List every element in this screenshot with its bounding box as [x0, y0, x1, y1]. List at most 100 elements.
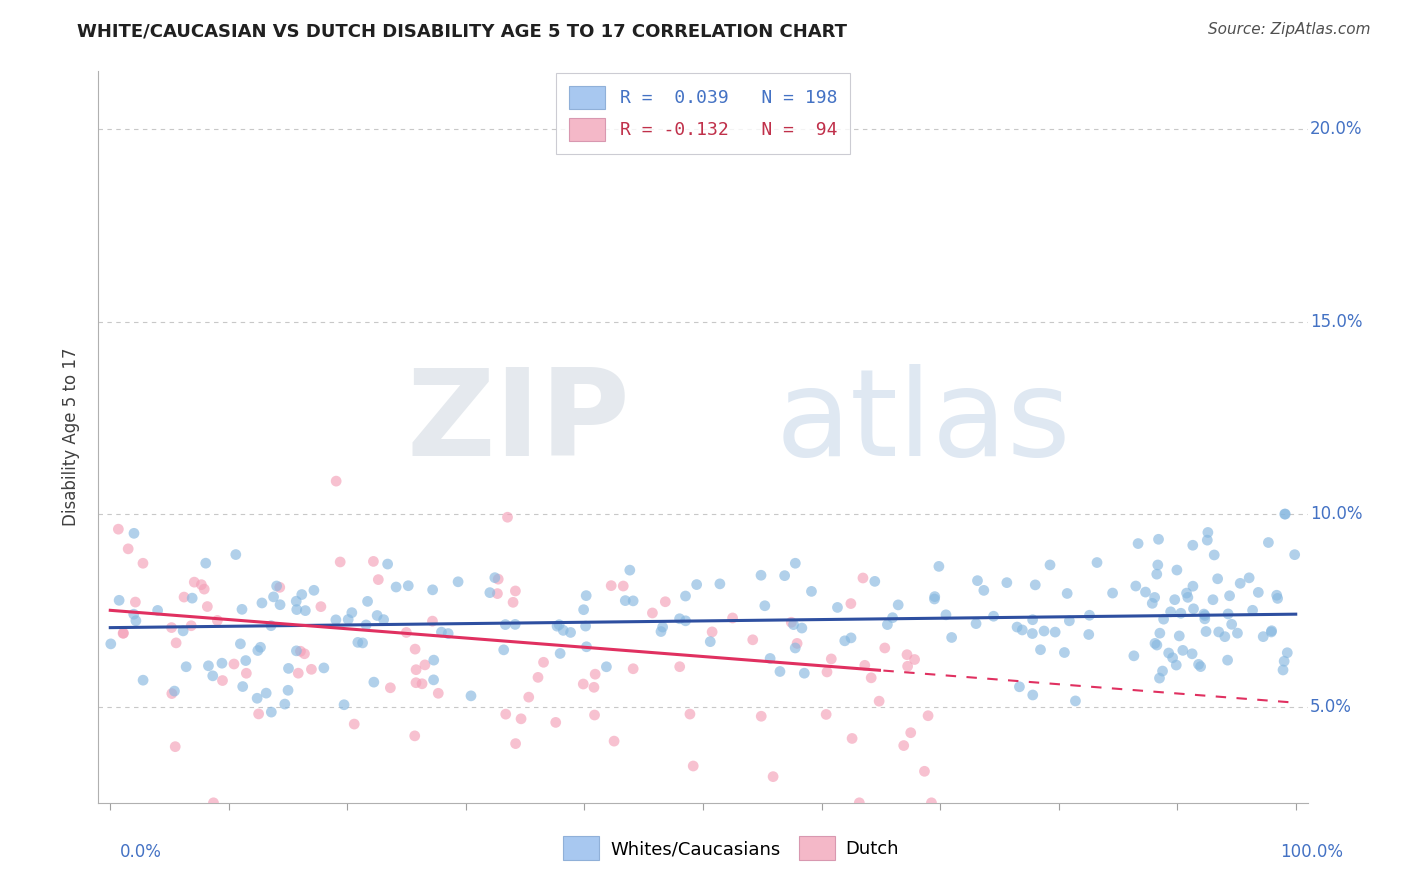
Point — [924, 591, 946, 606]
Point — [621, 594, 644, 608]
Point — [572, 603, 595, 617]
Point — [174, 659, 197, 673]
Point — [546, 619, 568, 633]
Point — [839, 631, 862, 645]
Point — [853, 658, 876, 673]
Point — [460, 689, 482, 703]
Point — [917, 708, 939, 723]
Point — [1226, 626, 1249, 640]
Point — [269, 598, 291, 612]
Point — [1101, 586, 1123, 600]
Point — [1143, 591, 1166, 605]
Point — [1229, 576, 1251, 591]
Point — [325, 613, 347, 627]
Point — [1272, 663, 1295, 677]
Point — [124, 595, 146, 609]
Point — [920, 796, 942, 810]
Text: ZIP: ZIP — [406, 364, 630, 481]
Point — [505, 737, 527, 751]
Point — [1085, 556, 1108, 570]
Point — [1181, 538, 1204, 552]
Point — [1164, 592, 1187, 607]
Point — [263, 590, 285, 604]
Point — [1160, 605, 1182, 619]
Point — [132, 556, 155, 570]
Point — [1064, 694, 1087, 708]
Point — [1122, 648, 1144, 663]
Point — [614, 593, 637, 607]
Point — [146, 603, 169, 617]
Point — [1024, 578, 1046, 592]
Point — [517, 690, 540, 705]
Point — [356, 594, 378, 608]
Point — [1247, 585, 1270, 599]
Point — [193, 582, 215, 596]
Point — [560, 625, 582, 640]
Point — [1265, 588, 1288, 602]
Point — [202, 796, 225, 810]
Point — [260, 618, 283, 632]
Point — [1177, 591, 1199, 605]
Point — [1216, 607, 1239, 621]
Text: 20.0%: 20.0% — [1310, 120, 1362, 138]
Point — [896, 648, 918, 662]
Point — [668, 612, 690, 626]
Point — [1149, 626, 1171, 640]
Text: 10.0%: 10.0% — [1310, 505, 1362, 523]
Point — [893, 739, 915, 753]
Point — [377, 557, 399, 571]
Point — [249, 640, 271, 655]
Text: Source: ZipAtlas.com: Source: ZipAtlas.com — [1208, 22, 1371, 37]
Point — [231, 602, 253, 616]
Point — [1208, 624, 1230, 639]
Text: 100.0%: 100.0% — [1279, 843, 1343, 861]
Point — [1043, 625, 1066, 640]
Point — [274, 697, 297, 711]
Point — [325, 474, 347, 488]
Point — [250, 596, 273, 610]
Point — [422, 614, 444, 628]
Point — [222, 657, 245, 671]
Point — [782, 617, 804, 632]
Point — [380, 681, 402, 695]
Point — [294, 604, 316, 618]
Text: 15.0%: 15.0% — [1310, 312, 1362, 331]
Point — [700, 624, 723, 639]
Point — [367, 573, 389, 587]
Point — [675, 589, 697, 603]
Point — [160, 621, 183, 635]
Point — [544, 715, 567, 730]
Point — [1166, 563, 1188, 577]
Point — [1213, 630, 1236, 644]
Point — [769, 665, 792, 679]
Point — [1189, 659, 1212, 673]
Point — [484, 571, 506, 585]
Point — [548, 617, 571, 632]
Point — [422, 582, 444, 597]
Point — [600, 579, 623, 593]
Point — [709, 577, 731, 591]
Point — [411, 677, 433, 691]
Point — [533, 655, 555, 669]
Point — [1029, 642, 1052, 657]
Point — [575, 640, 598, 654]
Point — [505, 584, 527, 599]
Point — [762, 770, 785, 784]
Point — [302, 583, 325, 598]
Point — [447, 574, 470, 589]
Point — [1171, 643, 1194, 657]
Point — [790, 621, 813, 635]
Point — [1220, 617, 1243, 632]
Point — [503, 617, 526, 632]
Point — [269, 580, 291, 594]
Point — [941, 631, 963, 645]
Point — [650, 624, 672, 639]
Point — [1078, 608, 1101, 623]
Point — [486, 586, 509, 600]
Point — [1241, 603, 1264, 617]
Point — [423, 653, 446, 667]
Point — [887, 598, 910, 612]
Point — [527, 670, 550, 684]
Point — [290, 644, 312, 658]
Point — [285, 644, 308, 658]
